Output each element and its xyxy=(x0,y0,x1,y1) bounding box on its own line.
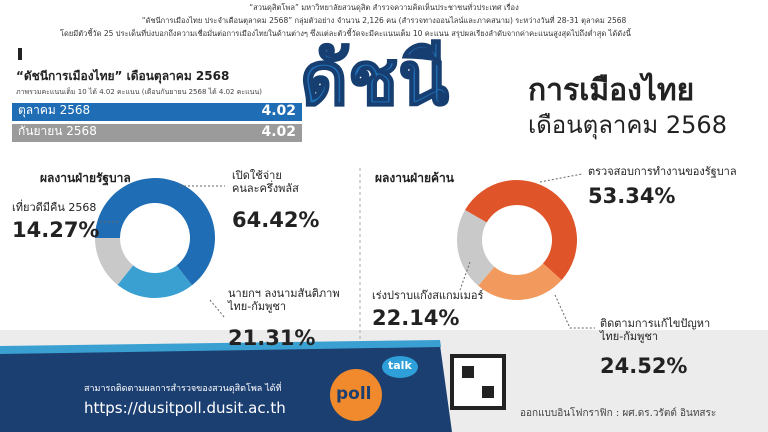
slice-label: เปิดใช้จ่าย คนละครึ่งพลัส xyxy=(232,169,299,195)
header-line: โดยมีตัวชี้วัด 25 ประเด็นที่บ่งบอกถึงควา… xyxy=(60,29,631,38)
headline-big: ดัชนี xyxy=(299,36,450,122)
leader-line xyxy=(459,261,471,291)
donut-slice xyxy=(478,263,562,300)
slice-value: 24.52% xyxy=(600,354,688,378)
logo-talk: talk xyxy=(388,359,412,372)
donut-slice xyxy=(465,179,577,281)
poll-logo xyxy=(330,369,382,421)
index-subtitle: ภาพรวมคะแนนเต็ม 10 ได้ 4.02 คะแนน (เดือน… xyxy=(16,88,262,96)
index-row-bg xyxy=(12,103,302,121)
talk-bubble xyxy=(382,356,418,378)
slice-value: 64.42% xyxy=(232,208,320,232)
headline-line2: เดือนตุลาคม 2568 xyxy=(528,111,727,139)
index-month: ตุลาคม 2568 xyxy=(18,103,91,117)
footer-credit: ออกแบบอินโฟกราฟิก : ผศ.ดร.วรัตต์ อินทสระ xyxy=(520,408,717,419)
slice-value: 14.27% xyxy=(12,218,100,242)
chart-title: ผลงานฝ่ายรัฐบาล xyxy=(40,171,131,185)
slice-value: 53.34% xyxy=(588,184,676,208)
qr-code xyxy=(450,354,506,410)
header-line: “ดัชนีการเมืองไทย ประจำเดือนตุลาคม 2568”… xyxy=(141,16,627,25)
chart-title: ผลงานฝ่ายค้าน xyxy=(375,171,454,185)
footer-follow: สามารถติดตามผลการสำรวจของสวนดุสิตโพล ได้… xyxy=(84,384,282,394)
donut-slice xyxy=(457,210,495,286)
slice-label: เร่งปราบแก๊งสแกมเมอร์ xyxy=(372,289,484,302)
headline-line1: การเมืองไทย xyxy=(528,73,695,108)
donut-slice xyxy=(117,265,193,298)
index-row-bg xyxy=(12,124,302,142)
footer-url: https://dusitpoll.dusit.ac.th xyxy=(84,399,286,417)
donut-slice xyxy=(95,178,215,286)
leader-line xyxy=(554,294,595,329)
qr-block xyxy=(462,366,474,378)
index-score: 4.02 xyxy=(261,103,296,119)
donut-slice xyxy=(95,238,134,285)
slice-value: 21.31% xyxy=(228,326,316,350)
index-icon xyxy=(18,48,22,60)
slice-label: ติดตามการแก้ไขปัญหา ไทย-กัมพูชา xyxy=(600,317,711,343)
leader-line xyxy=(539,173,583,183)
slice-label: นายกฯ ลงนามสันติภาพ ไทย-กัมพูชา xyxy=(228,287,340,313)
slice-label: เที่ยวดีมีคืน 2568 xyxy=(12,201,97,214)
leader-line xyxy=(209,299,226,319)
index-month: กันยายน 2568 xyxy=(18,124,97,138)
slice-value: 22.14% xyxy=(372,306,460,330)
header-line: “สวนดุสิตโพล” มหาวิทยาลัยสวนดุสิต สำรวจค… xyxy=(249,3,519,12)
footer-stripe xyxy=(0,340,441,354)
index-score: 4.02 xyxy=(261,124,296,140)
qr-block xyxy=(482,386,494,398)
index-title: “ดัชนีการเมืองไทย” เดือนตุลาคม 2568 xyxy=(16,69,230,83)
logo-poll: poll xyxy=(336,384,372,404)
slice-label: ตรวจสอบการทำงานของรัฐบาล xyxy=(588,165,737,178)
